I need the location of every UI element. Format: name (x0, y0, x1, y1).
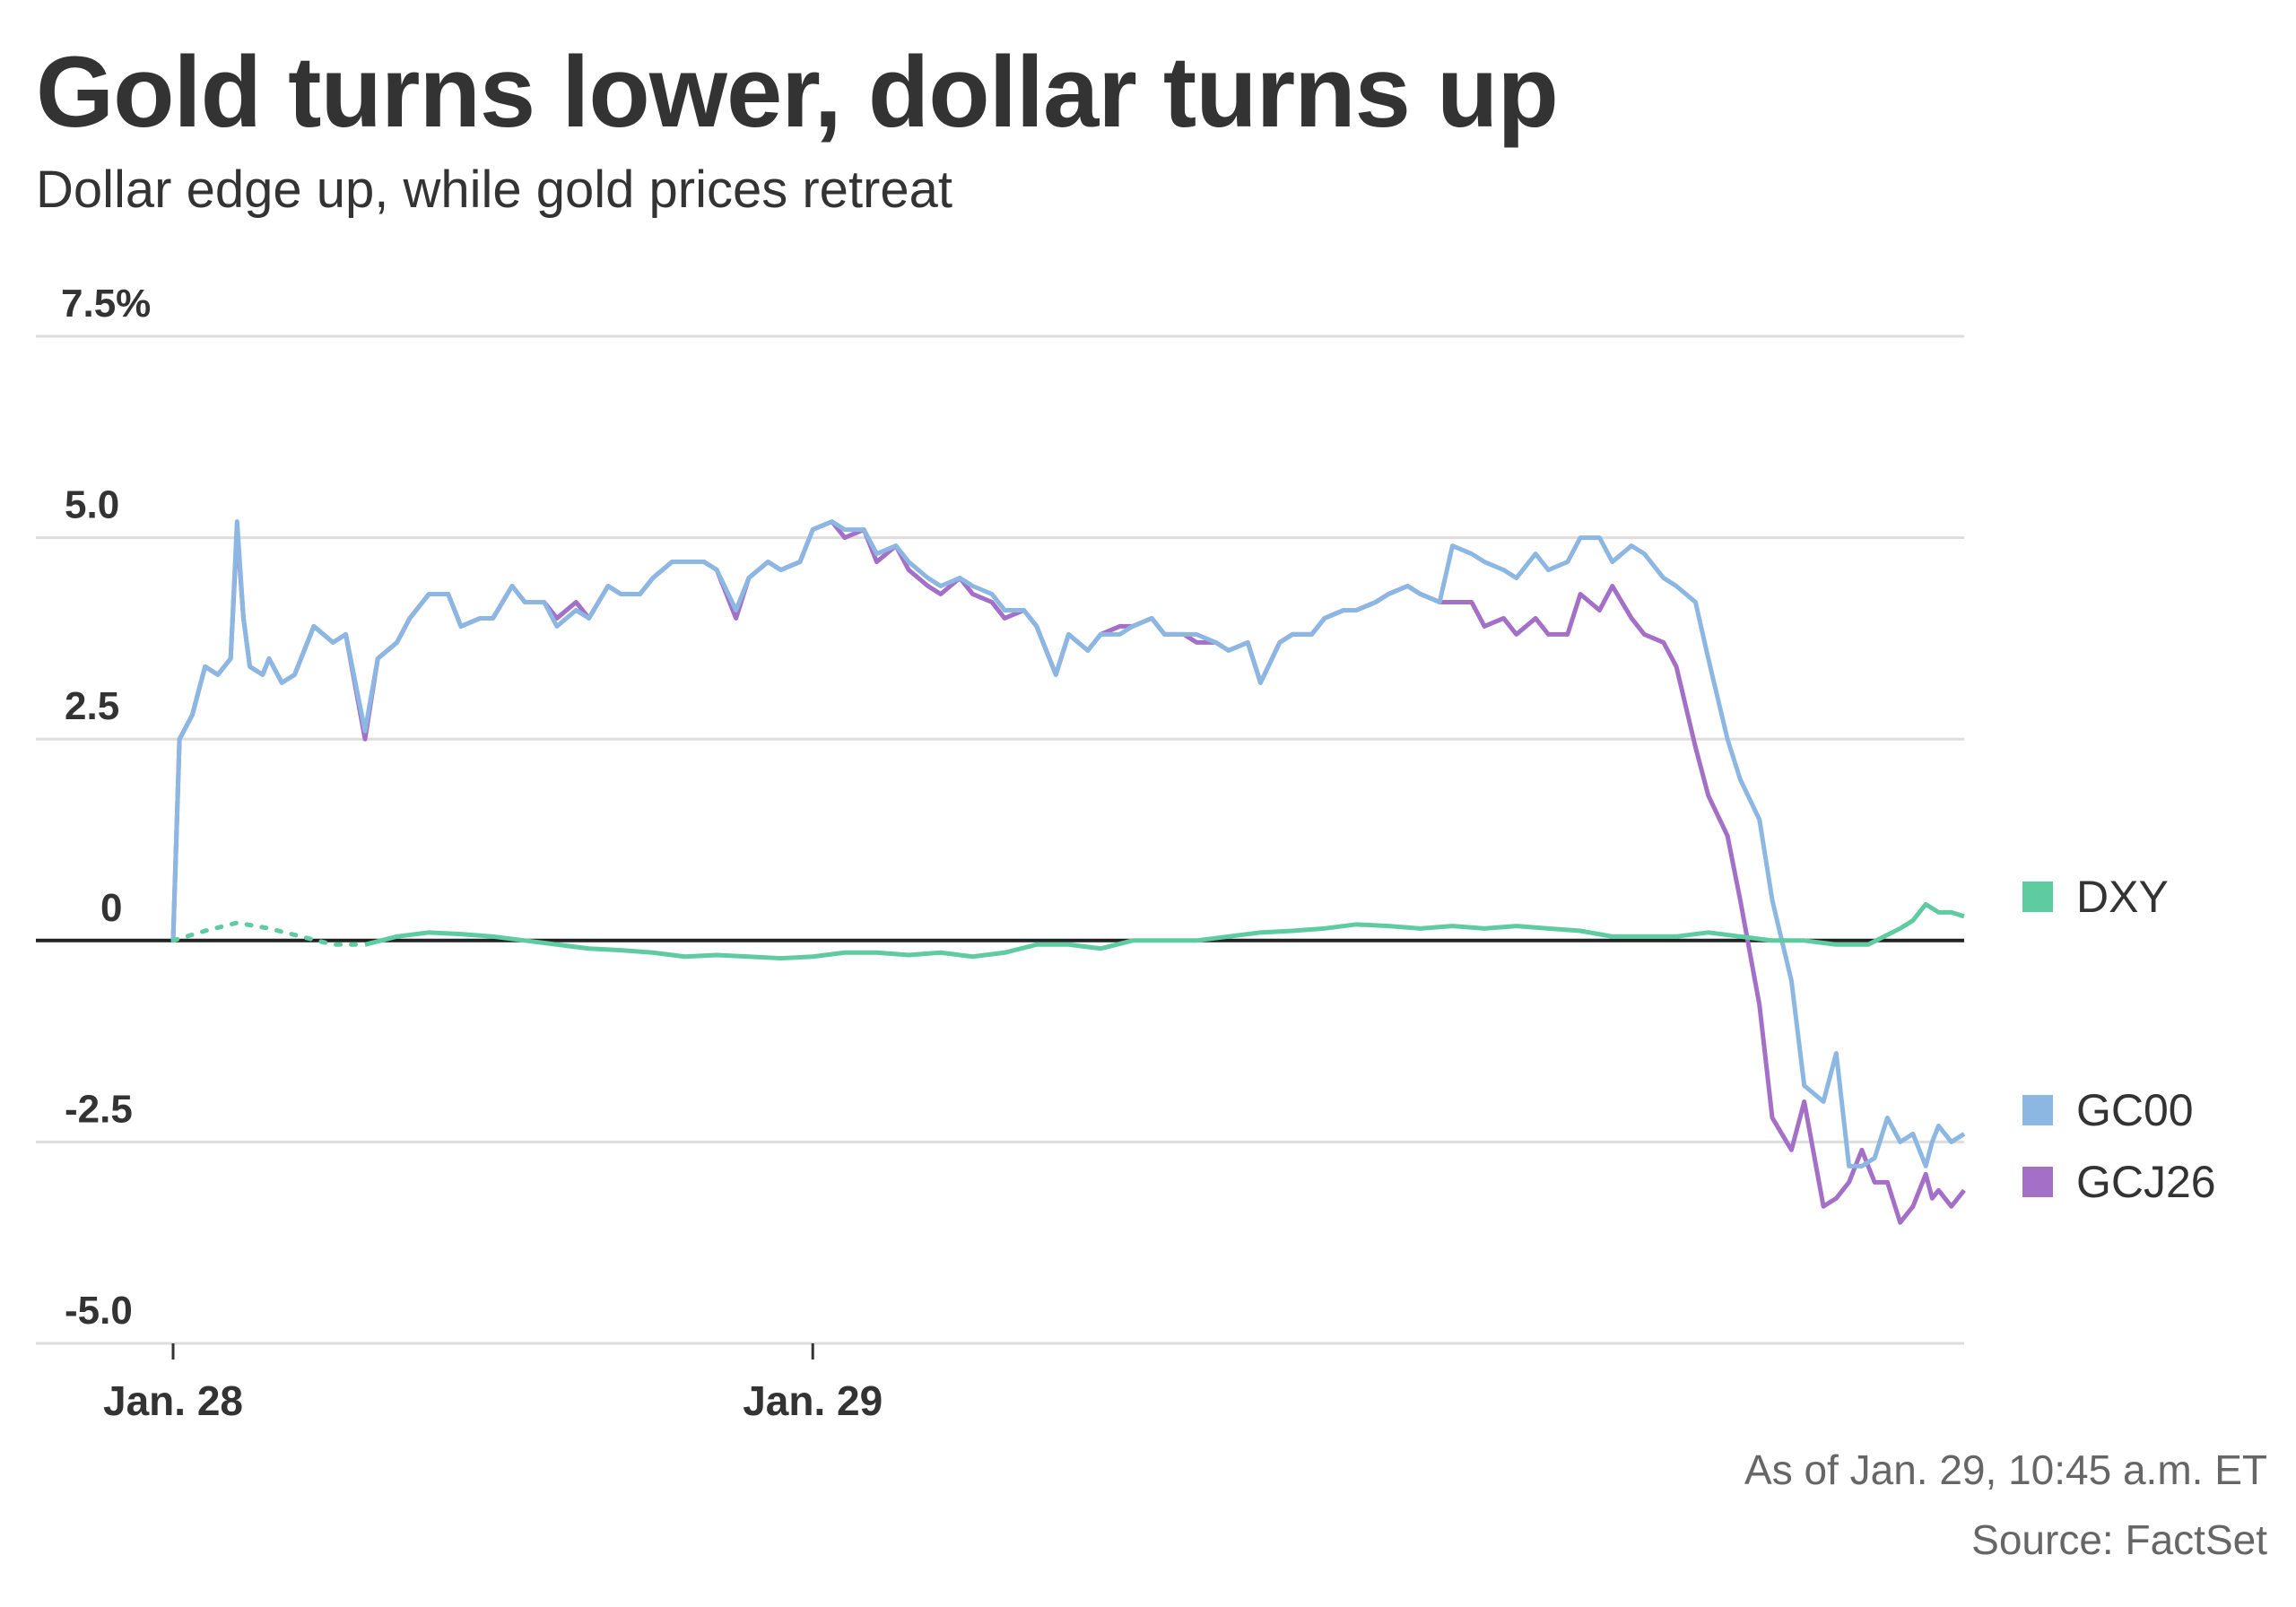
series-lines (170, 519, 1966, 1225)
x-axis: Jan. 28 Jan. 29 (103, 1343, 883, 1424)
legend-gcj26-swatch (2022, 1167, 2053, 1197)
gridlines (36, 334, 1964, 1345)
source-note: Source: FactSet (1971, 1516, 2267, 1563)
legend-gc00-label: GC00 (2076, 1085, 2194, 1135)
y-tick-label: 2.5 (65, 684, 119, 728)
chart-title: Gold turns lower, dollar turns up (36, 36, 1559, 148)
series-dxy-line-dotted (170, 920, 368, 947)
y-tick-label: 7.5% (61, 282, 151, 326)
legend-gc00-swatch (2022, 1095, 2053, 1125)
y-axis-labels: 7.5% 5.0 2.5 0 -2.5 -5.0 (61, 282, 151, 1333)
chart-subtitle: Dollar edge up, while gold prices retrea… (36, 161, 952, 219)
y-tick-label: 5.0 (65, 483, 119, 527)
y-tick-label: -5.0 (65, 1289, 133, 1333)
legend-dxy-label: DXY (2076, 872, 2169, 922)
as-of-note: As of Jan. 29, 10:45 a.m. ET (1744, 1446, 2267, 1493)
legend: DXY GC00 GCJ26 (2022, 872, 2216, 1207)
y-tick-label: -2.5 (65, 1087, 133, 1131)
series-dxy-line (364, 901, 1965, 961)
series-gc00-line (170, 519, 1966, 1168)
x-tick-label: Jan. 28 (103, 1377, 243, 1424)
series-gcj26-line (170, 519, 1966, 1225)
legend-gcj26-label: GCJ26 (2076, 1157, 2216, 1207)
x-tick-label: Jan. 29 (743, 1377, 883, 1424)
legend-dxy-swatch (2022, 882, 2053, 912)
y-tick-label: 0 (100, 886, 122, 930)
